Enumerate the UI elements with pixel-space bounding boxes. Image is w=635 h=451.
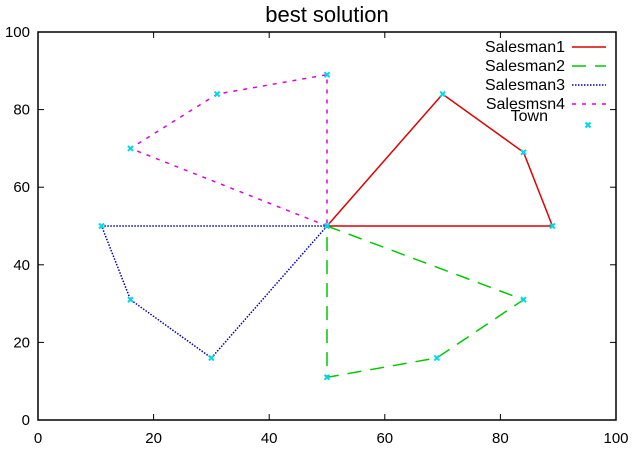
- chart-title: best solution: [265, 2, 389, 27]
- y-tick-label: 80: [13, 102, 30, 119]
- town-markers: [98, 71, 556, 381]
- town-marker: [98, 222, 105, 230]
- legend-label-salesmsn4: Salesmsn4: [486, 96, 565, 113]
- town-marker: [433, 354, 441, 362]
- x-tick-label: 20: [145, 430, 162, 447]
- legend-label-salesman3: Salesman3: [485, 77, 565, 94]
- town-marker: [520, 149, 527, 156]
- x-tick-label: 40: [261, 430, 278, 447]
- town-marker: [439, 90, 446, 98]
- x-tick-label: 0: [34, 430, 42, 447]
- legend-label-salesman1: Salesman1: [485, 39, 565, 56]
- legend-label-town: Town: [511, 108, 548, 125]
- y-tick-label: 40: [13, 257, 30, 274]
- town-marker: [127, 296, 134, 303]
- town-marker: [323, 374, 331, 381]
- y-tick-label: 60: [13, 179, 30, 196]
- series-line-salesman2: [326, 225, 526, 379]
- legend-label-salesman2: Salesman2: [485, 58, 565, 75]
- x-tick-label: 100: [603, 430, 628, 447]
- town-marker: [127, 145, 134, 152]
- x-tick-label: 60: [376, 430, 393, 447]
- axis-ticks: 0 20 40 60 80 100 0 20 40 60 80 100: [5, 24, 629, 447]
- town-marker: [208, 354, 215, 362]
- y-tick-label: 0: [22, 412, 30, 429]
- town-marker: [520, 296, 527, 303]
- plot-frame: [37, 31, 617, 421]
- y-tick-label: 20: [13, 334, 30, 351]
- series-line-salesmsn4: [128, 73, 328, 227]
- town-marker: [323, 71, 331, 78]
- x-tick-label: 80: [492, 430, 509, 447]
- legend-swatch-town: [584, 121, 592, 129]
- series-line-salesman3: [100, 225, 328, 359]
- town-marker: [549, 222, 556, 230]
- town-marker: [323, 222, 331, 230]
- town-marker: [213, 90, 221, 98]
- y-tick-label: 100: [5, 24, 30, 41]
